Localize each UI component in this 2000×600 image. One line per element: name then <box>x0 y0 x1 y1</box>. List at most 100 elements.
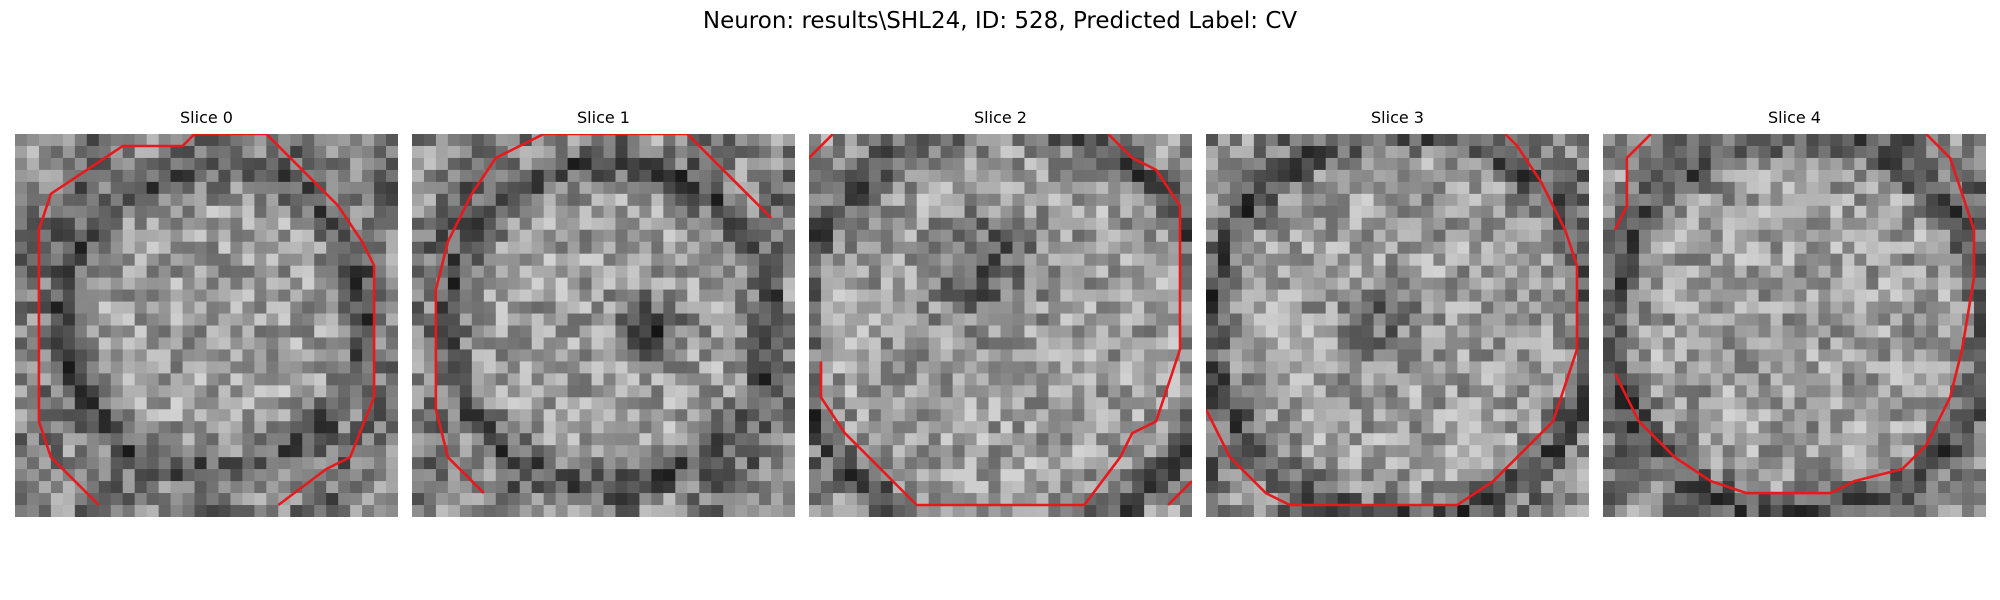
pixel <box>1229 313 1243 326</box>
pixel <box>940 421 954 434</box>
pixel <box>1469 397 1482 410</box>
pixel <box>1686 409 1700 422</box>
pixel <box>1301 253 1315 267</box>
pixel <box>1890 229 1903 243</box>
pixel <box>1541 157 1554 171</box>
pixel <box>1734 134 1748 147</box>
pixel <box>338 445 351 458</box>
pixel <box>1614 169 1628 183</box>
pixel <box>892 373 906 386</box>
pixel <box>880 253 894 267</box>
pixel <box>1084 134 1097 147</box>
pixel <box>783 421 795 434</box>
pixel <box>1626 349 1640 362</box>
pixel <box>1084 229 1097 243</box>
pixel <box>1650 253 1664 267</box>
pixel <box>579 181 592 195</box>
figure-title: Neuron: results\SHL24, ID: 528, Predicte… <box>702 8 1298 34</box>
pixel <box>1349 445 1362 458</box>
pixel <box>1818 337 1831 350</box>
pixel <box>1337 505 1351 517</box>
pixel <box>783 193 795 207</box>
pixel <box>820 229 834 243</box>
pixel <box>122 337 136 350</box>
pixel <box>615 385 628 398</box>
pixel <box>591 337 604 350</box>
pixel <box>1505 469 1518 482</box>
pixel <box>1277 169 1291 183</box>
pixel <box>651 325 664 338</box>
pixel <box>639 493 652 506</box>
pixel <box>1156 313 1169 326</box>
pixel <box>423 481 437 494</box>
pixel <box>50 445 64 458</box>
pixel <box>1974 181 1986 195</box>
pixel <box>495 385 509 398</box>
pixel <box>809 157 822 171</box>
pixel <box>1012 349 1025 362</box>
pixel <box>194 445 207 458</box>
pixel <box>206 457 219 470</box>
slice-panel-1: Slice 1 <box>412 108 795 520</box>
pixel <box>1253 325 1267 338</box>
pixel <box>711 289 724 302</box>
pixel <box>26 373 40 386</box>
pixel <box>1012 409 1025 422</box>
pixel <box>1662 397 1676 410</box>
pixel <box>723 337 736 350</box>
pixel <box>988 241 1001 255</box>
pixel <box>988 457 1001 470</box>
pixel <box>194 265 207 279</box>
pixel <box>976 134 989 147</box>
pixel <box>1385 325 1398 338</box>
pixel <box>603 325 616 338</box>
pixel <box>1397 181 1410 195</box>
pixel <box>302 241 315 255</box>
pixel <box>1469 193 1482 207</box>
pixel <box>675 469 688 482</box>
pixel <box>615 277 628 290</box>
pixel <box>519 253 533 267</box>
pixel <box>26 277 40 290</box>
pixel <box>122 481 136 494</box>
pixel <box>1421 277 1434 290</box>
pixel <box>1890 373 1903 386</box>
pixel <box>615 241 628 255</box>
pixel <box>783 289 795 302</box>
pixel <box>1349 337 1362 350</box>
pixel <box>110 217 124 231</box>
pixel <box>290 361 303 374</box>
pixel <box>362 469 375 482</box>
pixel <box>747 181 760 195</box>
pixel <box>447 181 461 195</box>
pixel <box>1481 169 1494 183</box>
pixel <box>735 397 748 410</box>
pixel <box>1445 241 1458 255</box>
pixel <box>1206 373 1219 386</box>
pixel <box>254 205 267 219</box>
pixel <box>759 265 772 279</box>
pixel <box>1469 277 1482 290</box>
pixel <box>988 421 1001 434</box>
pixel <box>1626 253 1640 267</box>
pixel <box>1541 253 1554 267</box>
pixel <box>1289 397 1303 410</box>
pixel <box>1854 433 1867 446</box>
pixel <box>98 445 112 458</box>
pixel <box>856 409 870 422</box>
pixel <box>940 337 954 350</box>
pixel <box>1662 134 1676 147</box>
pixel <box>218 385 231 398</box>
pixel <box>290 409 303 422</box>
pixel <box>783 409 795 422</box>
pixel <box>1048 505 1061 517</box>
pixel <box>170 325 183 338</box>
pixel <box>1493 193 1506 207</box>
pixel <box>1614 349 1628 362</box>
pixel <box>615 301 628 314</box>
pixel <box>1144 433 1157 446</box>
pixel <box>1000 241 1013 255</box>
pixel <box>1481 193 1494 207</box>
pixel <box>1084 481 1097 494</box>
pixel <box>350 469 363 482</box>
